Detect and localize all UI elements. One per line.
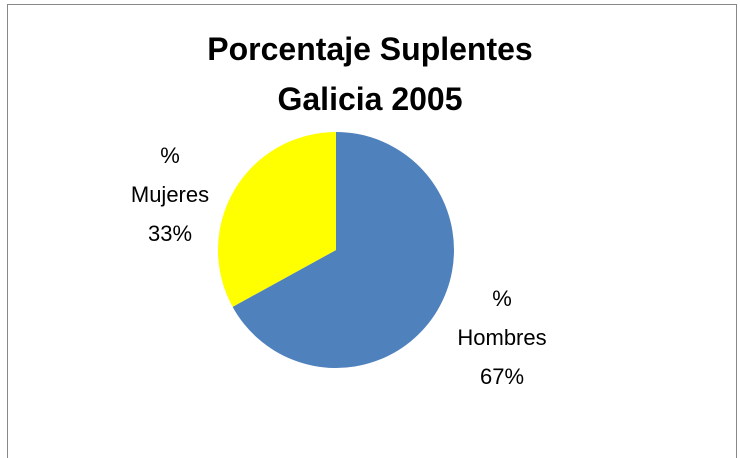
chart-title: Porcentaje Suplentes Galicia 2005 <box>207 31 533 117</box>
value-label: 67% <box>479 364 525 389</box>
category-label: % Mujeres <box>130 143 210 207</box>
value-label: 33% <box>147 221 193 246</box>
pie-slice <box>232 132 454 368</box>
chart-frame <box>7 4 737 458</box>
pie-slice <box>218 132 336 307</box>
category-label: % Hombres <box>457 286 547 350</box>
slice-label: % Mujeres 33% <box>120 136 220 253</box>
slice-label: % Hombres 67% <box>452 279 552 396</box>
